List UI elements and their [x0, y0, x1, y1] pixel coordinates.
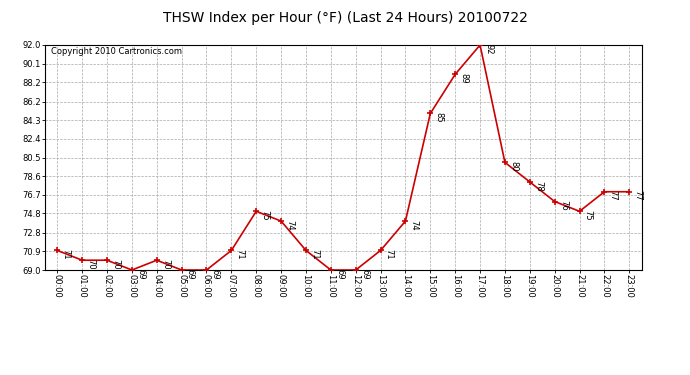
Text: 71: 71 — [235, 249, 244, 259]
Text: 85: 85 — [435, 112, 444, 123]
Text: 77: 77 — [609, 190, 618, 201]
Text: 70: 70 — [111, 259, 120, 270]
Text: 80: 80 — [509, 161, 518, 172]
Text: 69: 69 — [360, 268, 369, 279]
Text: 69: 69 — [136, 268, 145, 279]
Text: 76: 76 — [559, 200, 568, 211]
Text: 89: 89 — [460, 73, 469, 84]
Text: 69: 69 — [186, 268, 195, 279]
Text: Copyright 2010 Cartronics.com: Copyright 2010 Cartronics.com — [51, 47, 182, 56]
Text: 70: 70 — [86, 259, 95, 270]
Text: 70: 70 — [161, 259, 170, 270]
Text: 78: 78 — [534, 181, 543, 191]
Text: 77: 77 — [633, 190, 642, 201]
Text: 74: 74 — [410, 220, 419, 230]
Text: 75: 75 — [260, 210, 269, 220]
Text: 75: 75 — [584, 210, 593, 220]
Text: 69: 69 — [335, 268, 344, 279]
Text: 71: 71 — [385, 249, 394, 259]
Text: 92: 92 — [484, 44, 493, 54]
Text: 71: 71 — [310, 249, 319, 259]
Text: 69: 69 — [210, 268, 219, 279]
Text: THSW Index per Hour (°F) (Last 24 Hours) 20100722: THSW Index per Hour (°F) (Last 24 Hours)… — [163, 11, 527, 25]
Text: 71: 71 — [61, 249, 70, 259]
Text: 74: 74 — [285, 220, 294, 230]
